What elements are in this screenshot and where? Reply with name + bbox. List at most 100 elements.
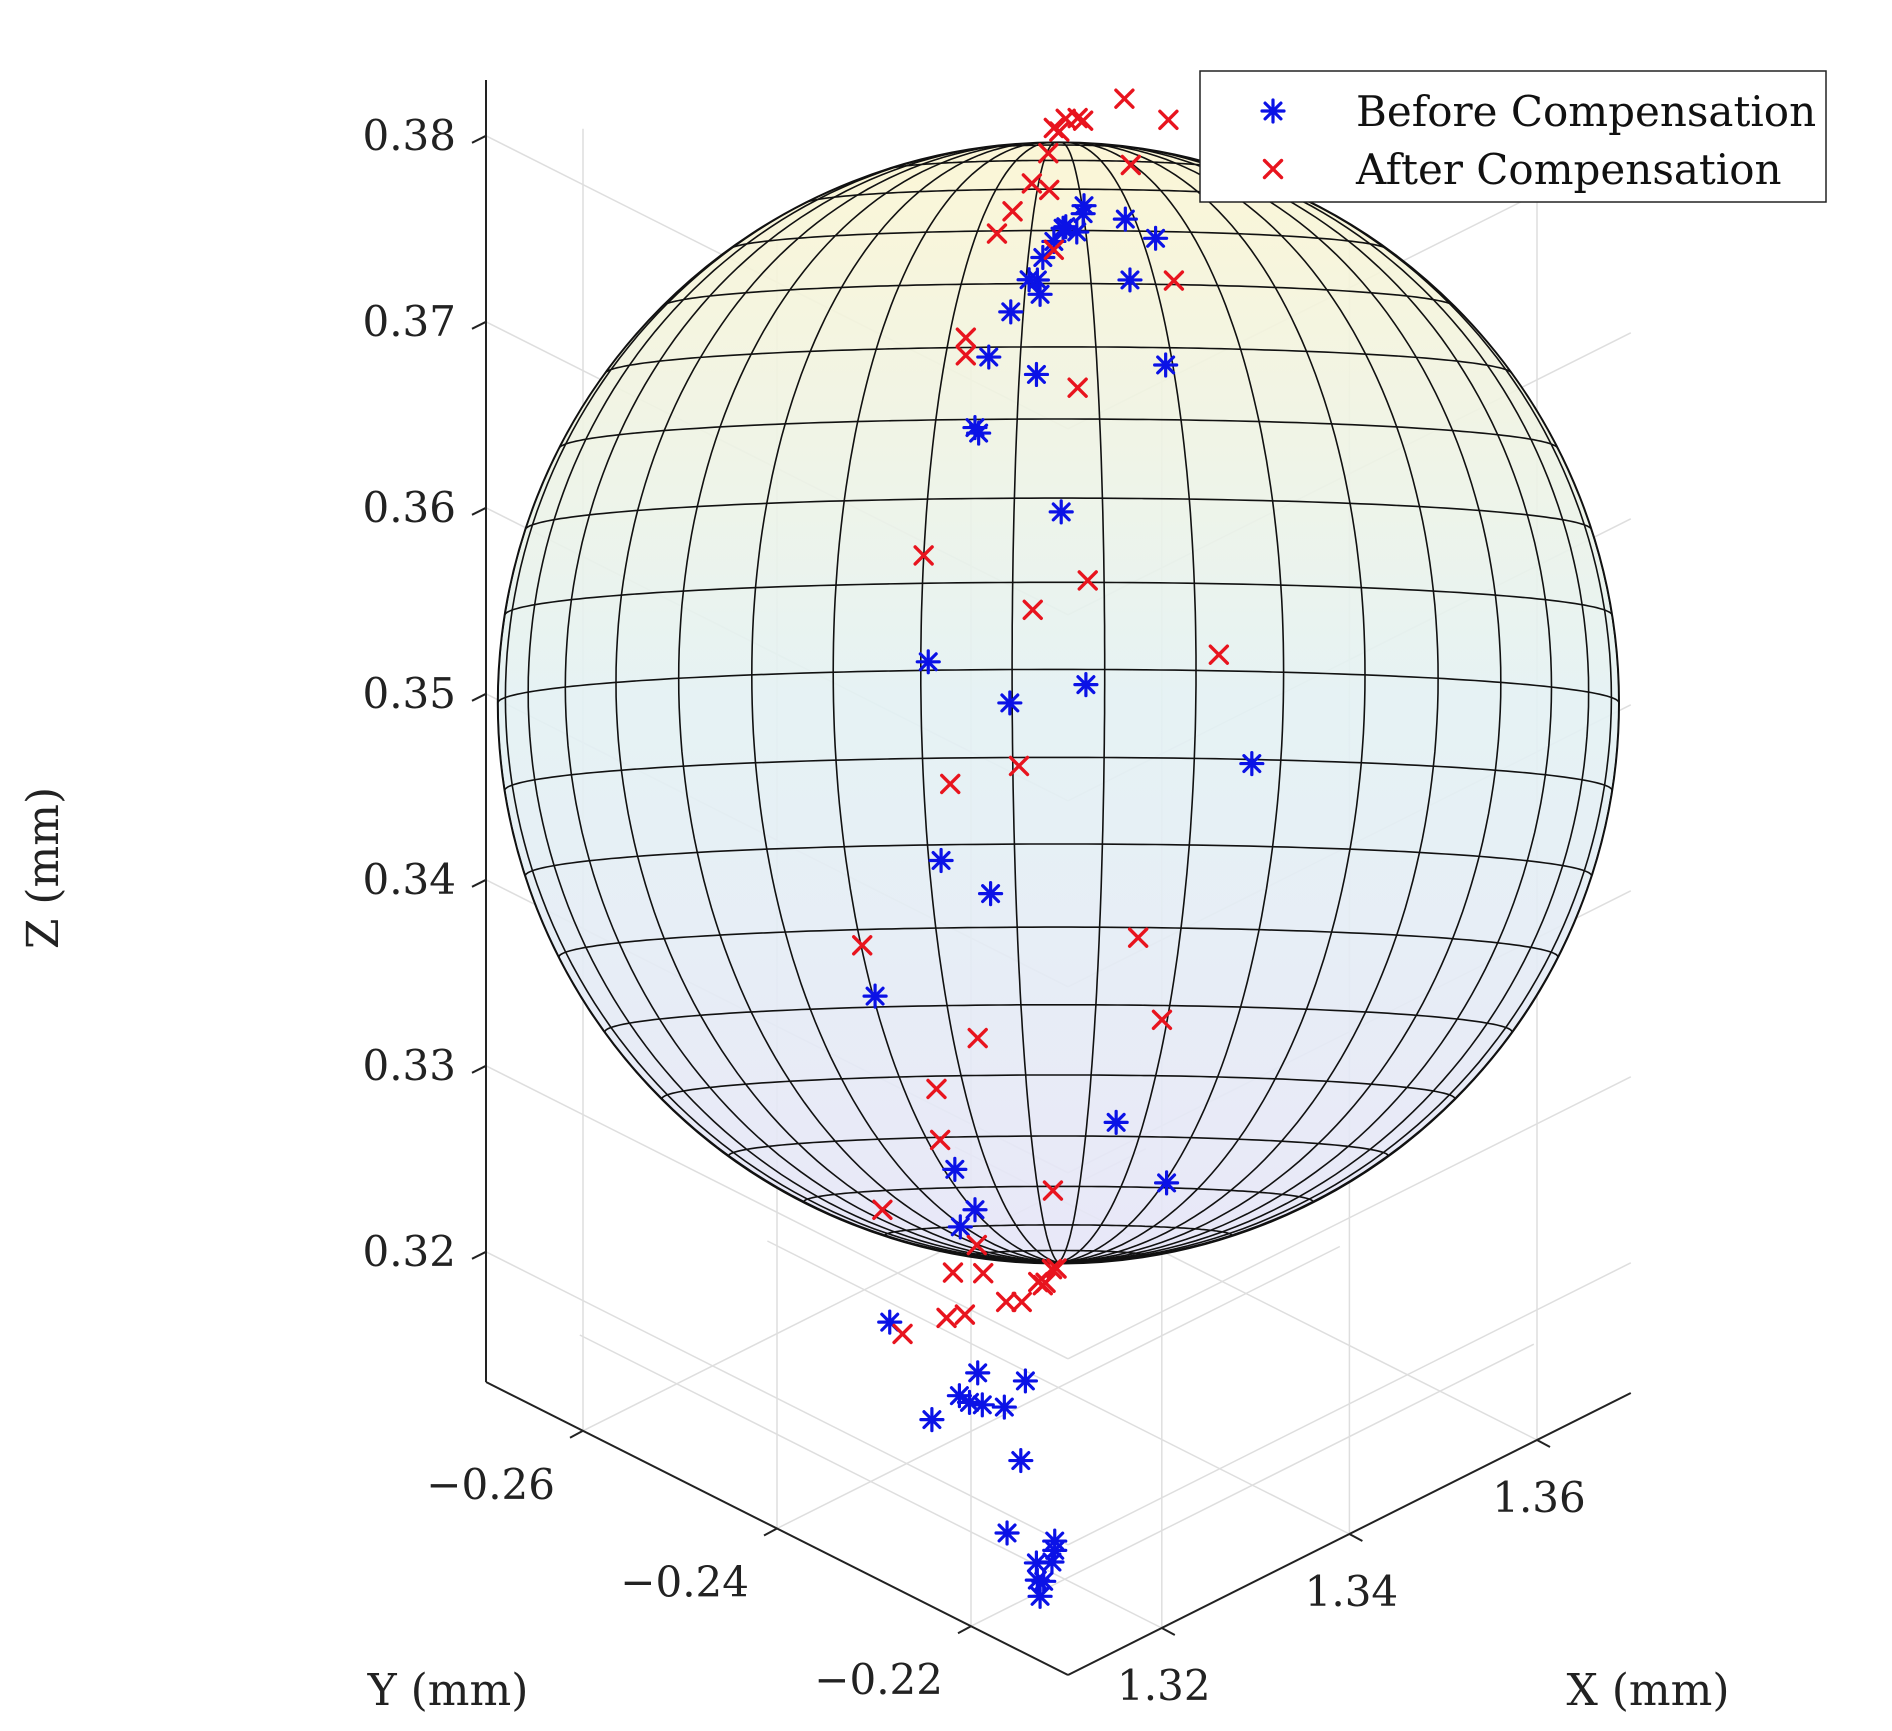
sphere-longitude-3 xyxy=(564,144,1059,1264)
sphere-longitude-2 xyxy=(527,146,1059,1264)
sphere-latitude-12 xyxy=(524,497,1593,531)
sphere-longitude-12 xyxy=(1058,142,1285,1264)
point-after-29 xyxy=(1127,927,1149,948)
legend-box xyxy=(1199,70,1827,203)
sphere-latitude-5 xyxy=(661,1074,1456,1099)
point-after-33 xyxy=(1151,1009,1173,1030)
sphere-longitude-17 xyxy=(1058,146,1590,1264)
point-after-23 xyxy=(1008,755,1030,777)
x-tick-label-2: 1.36 xyxy=(1492,1473,1586,1522)
sphere-longitude-8 xyxy=(920,142,1059,1264)
point-after-42 xyxy=(1041,1258,1063,1280)
point-after-26 xyxy=(967,1027,988,1049)
point-after-31 xyxy=(942,1262,964,1283)
point-before-19 xyxy=(915,649,941,675)
point-before-21 xyxy=(997,690,1023,716)
point-before-15 xyxy=(1112,206,1138,232)
point-before-26 xyxy=(1239,750,1265,777)
x-tick-1 xyxy=(1348,1533,1363,1542)
point-after-35 xyxy=(973,1262,994,1284)
point-after-14 xyxy=(1120,154,1142,176)
z-tick-label-0: 0.32 xyxy=(362,1227,456,1276)
point-after-9 xyxy=(1039,179,1060,201)
point-after-43 xyxy=(1046,1258,1067,1279)
point-after-34 xyxy=(936,1307,957,1329)
x-tick-label-0: 1.32 xyxy=(1117,1661,1211,1710)
point-after-30 xyxy=(892,1323,913,1345)
point-after-20 xyxy=(1077,570,1098,591)
point-after-18 xyxy=(1163,270,1185,291)
point-after-36 xyxy=(954,1304,976,1325)
sphere-longitude-4 xyxy=(615,142,1059,1264)
point-before-24 xyxy=(862,983,888,1009)
sphere-longitude-1 xyxy=(504,156,1059,1264)
grid-z-left-0 xyxy=(485,1251,1069,1546)
sphere-longitude-9 xyxy=(1011,142,1059,1264)
point-before-37 xyxy=(1153,1170,1180,1196)
x-tick-label-1: 1.34 xyxy=(1305,1567,1399,1616)
sphere-longitude-13 xyxy=(1058,142,1366,1264)
point-before-31 xyxy=(1103,1109,1129,1135)
series-1 xyxy=(852,88,1230,1345)
y-axis-label: Y (mm) xyxy=(367,1665,529,1716)
point-before-32 xyxy=(919,1407,945,1433)
sphere-latitude-11 xyxy=(503,581,1613,616)
z-tick-5 xyxy=(471,320,487,330)
point-after-24 xyxy=(1208,644,1230,665)
point-before-10 xyxy=(998,299,1024,325)
sphere-longitude-6 xyxy=(750,142,1059,1264)
point-after-27 xyxy=(872,1199,893,1221)
sphere-longitude-5 xyxy=(677,142,1059,1264)
sphere-latitude-8 xyxy=(524,843,1593,877)
point-before-11 xyxy=(976,344,1002,370)
point-before-16 xyxy=(1117,267,1143,293)
sphere-latitude-9 xyxy=(503,756,1613,791)
sphere-latitude-4 xyxy=(728,1135,1389,1156)
sphere-latitude-2 xyxy=(884,1224,1233,1236)
point-before-17 xyxy=(1142,225,1169,251)
point-after-3 xyxy=(1038,142,1059,164)
z-tick-label-1: 0.33 xyxy=(362,1041,456,1090)
sphere-longitude-18 xyxy=(1058,156,1613,1264)
point-after-16 xyxy=(913,545,934,566)
axis-labels: X (mm) Y (mm) Z (mm) xyxy=(18,787,1730,1716)
legend-marker-before xyxy=(1260,98,1286,124)
point-after-37 xyxy=(1042,1180,1064,1201)
point-after-15 xyxy=(1158,109,1179,131)
z-tick-3 xyxy=(471,692,487,702)
legend-marker-after xyxy=(1262,158,1284,180)
point-before-39 xyxy=(1012,1368,1039,1394)
point-before-38 xyxy=(991,1394,1017,1420)
point-after-21 xyxy=(940,773,961,795)
point-after-10 xyxy=(1114,88,1135,109)
z-tick-1 xyxy=(471,1064,487,1074)
sphere-longitude-15 xyxy=(1058,142,1502,1264)
point-before-14 xyxy=(1023,361,1050,388)
sphere-mesh xyxy=(497,142,1619,1264)
grid-y-floor-1 xyxy=(776,1245,1341,1530)
x-axis-label: X (mm) xyxy=(1566,1665,1729,1716)
point-after-12 xyxy=(955,345,977,366)
point-before-44 xyxy=(1027,1583,1053,1609)
legend: Before Compensation After Compensation xyxy=(1199,70,1827,203)
grid-z-right-1 xyxy=(1067,1076,1632,1360)
point-before-3 xyxy=(1030,244,1056,271)
point-before-8 xyxy=(1071,193,1097,219)
point-after-5 xyxy=(1072,110,1094,131)
point-after-17 xyxy=(1067,377,1088,398)
point-before-20 xyxy=(1048,499,1074,525)
z-tick-2 xyxy=(471,878,487,888)
x-tick-2 xyxy=(1536,1439,1551,1448)
grid-y-floor-0 xyxy=(970,1343,1535,1627)
point-before-41 xyxy=(994,1520,1020,1546)
z-tick-label-3: 0.35 xyxy=(362,669,456,718)
point-after-32 xyxy=(966,1234,988,1256)
z-tick-0 xyxy=(471,1250,487,1260)
point-before-5 xyxy=(1027,281,1053,307)
point-after-8 xyxy=(986,223,1008,244)
z-tick-label-2: 0.34 xyxy=(362,855,456,904)
sphere-latitude-14 xyxy=(604,346,1513,374)
point-before-23 xyxy=(1073,672,1099,698)
y-tick-2 xyxy=(569,1429,584,1439)
